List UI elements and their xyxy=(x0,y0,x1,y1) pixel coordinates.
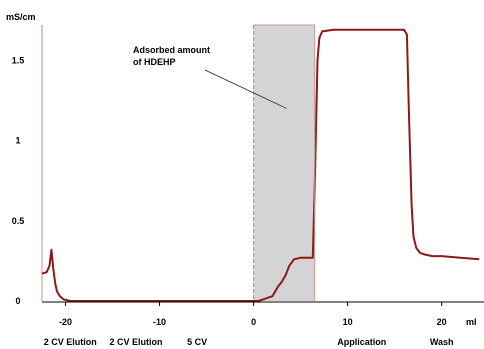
y-tick-label: 1.5 xyxy=(12,55,25,65)
y-tick-label: 0 xyxy=(15,296,20,306)
annotation-label: of HDEHP xyxy=(133,57,176,67)
y-axis-unit-label: mS/cm xyxy=(6,12,36,22)
x-tick-label: 0 xyxy=(251,317,256,327)
y-tick-label: 1 xyxy=(15,136,20,146)
phase-label: 5 CV xyxy=(187,337,207,347)
x-tick-label: -10 xyxy=(153,317,166,327)
x-tick-label: 20 xyxy=(437,317,447,327)
phase-label: 2 CV Elution xyxy=(44,337,97,347)
adsorbed-region-outline xyxy=(253,24,316,301)
annotation-pointer xyxy=(204,69,287,109)
annotation-label: Adsorbed amount xyxy=(133,45,210,55)
phase-label: Application xyxy=(337,337,386,347)
y-tick-label: 0.5 xyxy=(12,216,25,226)
phase-label: Wash xyxy=(430,337,454,347)
phase-label: 2 CV Elution xyxy=(110,337,163,347)
x-tick-label: -20 xyxy=(59,317,72,327)
adsorbed-region xyxy=(253,25,315,301)
x-axis-unit-label: ml xyxy=(466,317,477,327)
conductivity-series-line xyxy=(41,28,480,302)
x-tick-label: 10 xyxy=(343,317,353,327)
